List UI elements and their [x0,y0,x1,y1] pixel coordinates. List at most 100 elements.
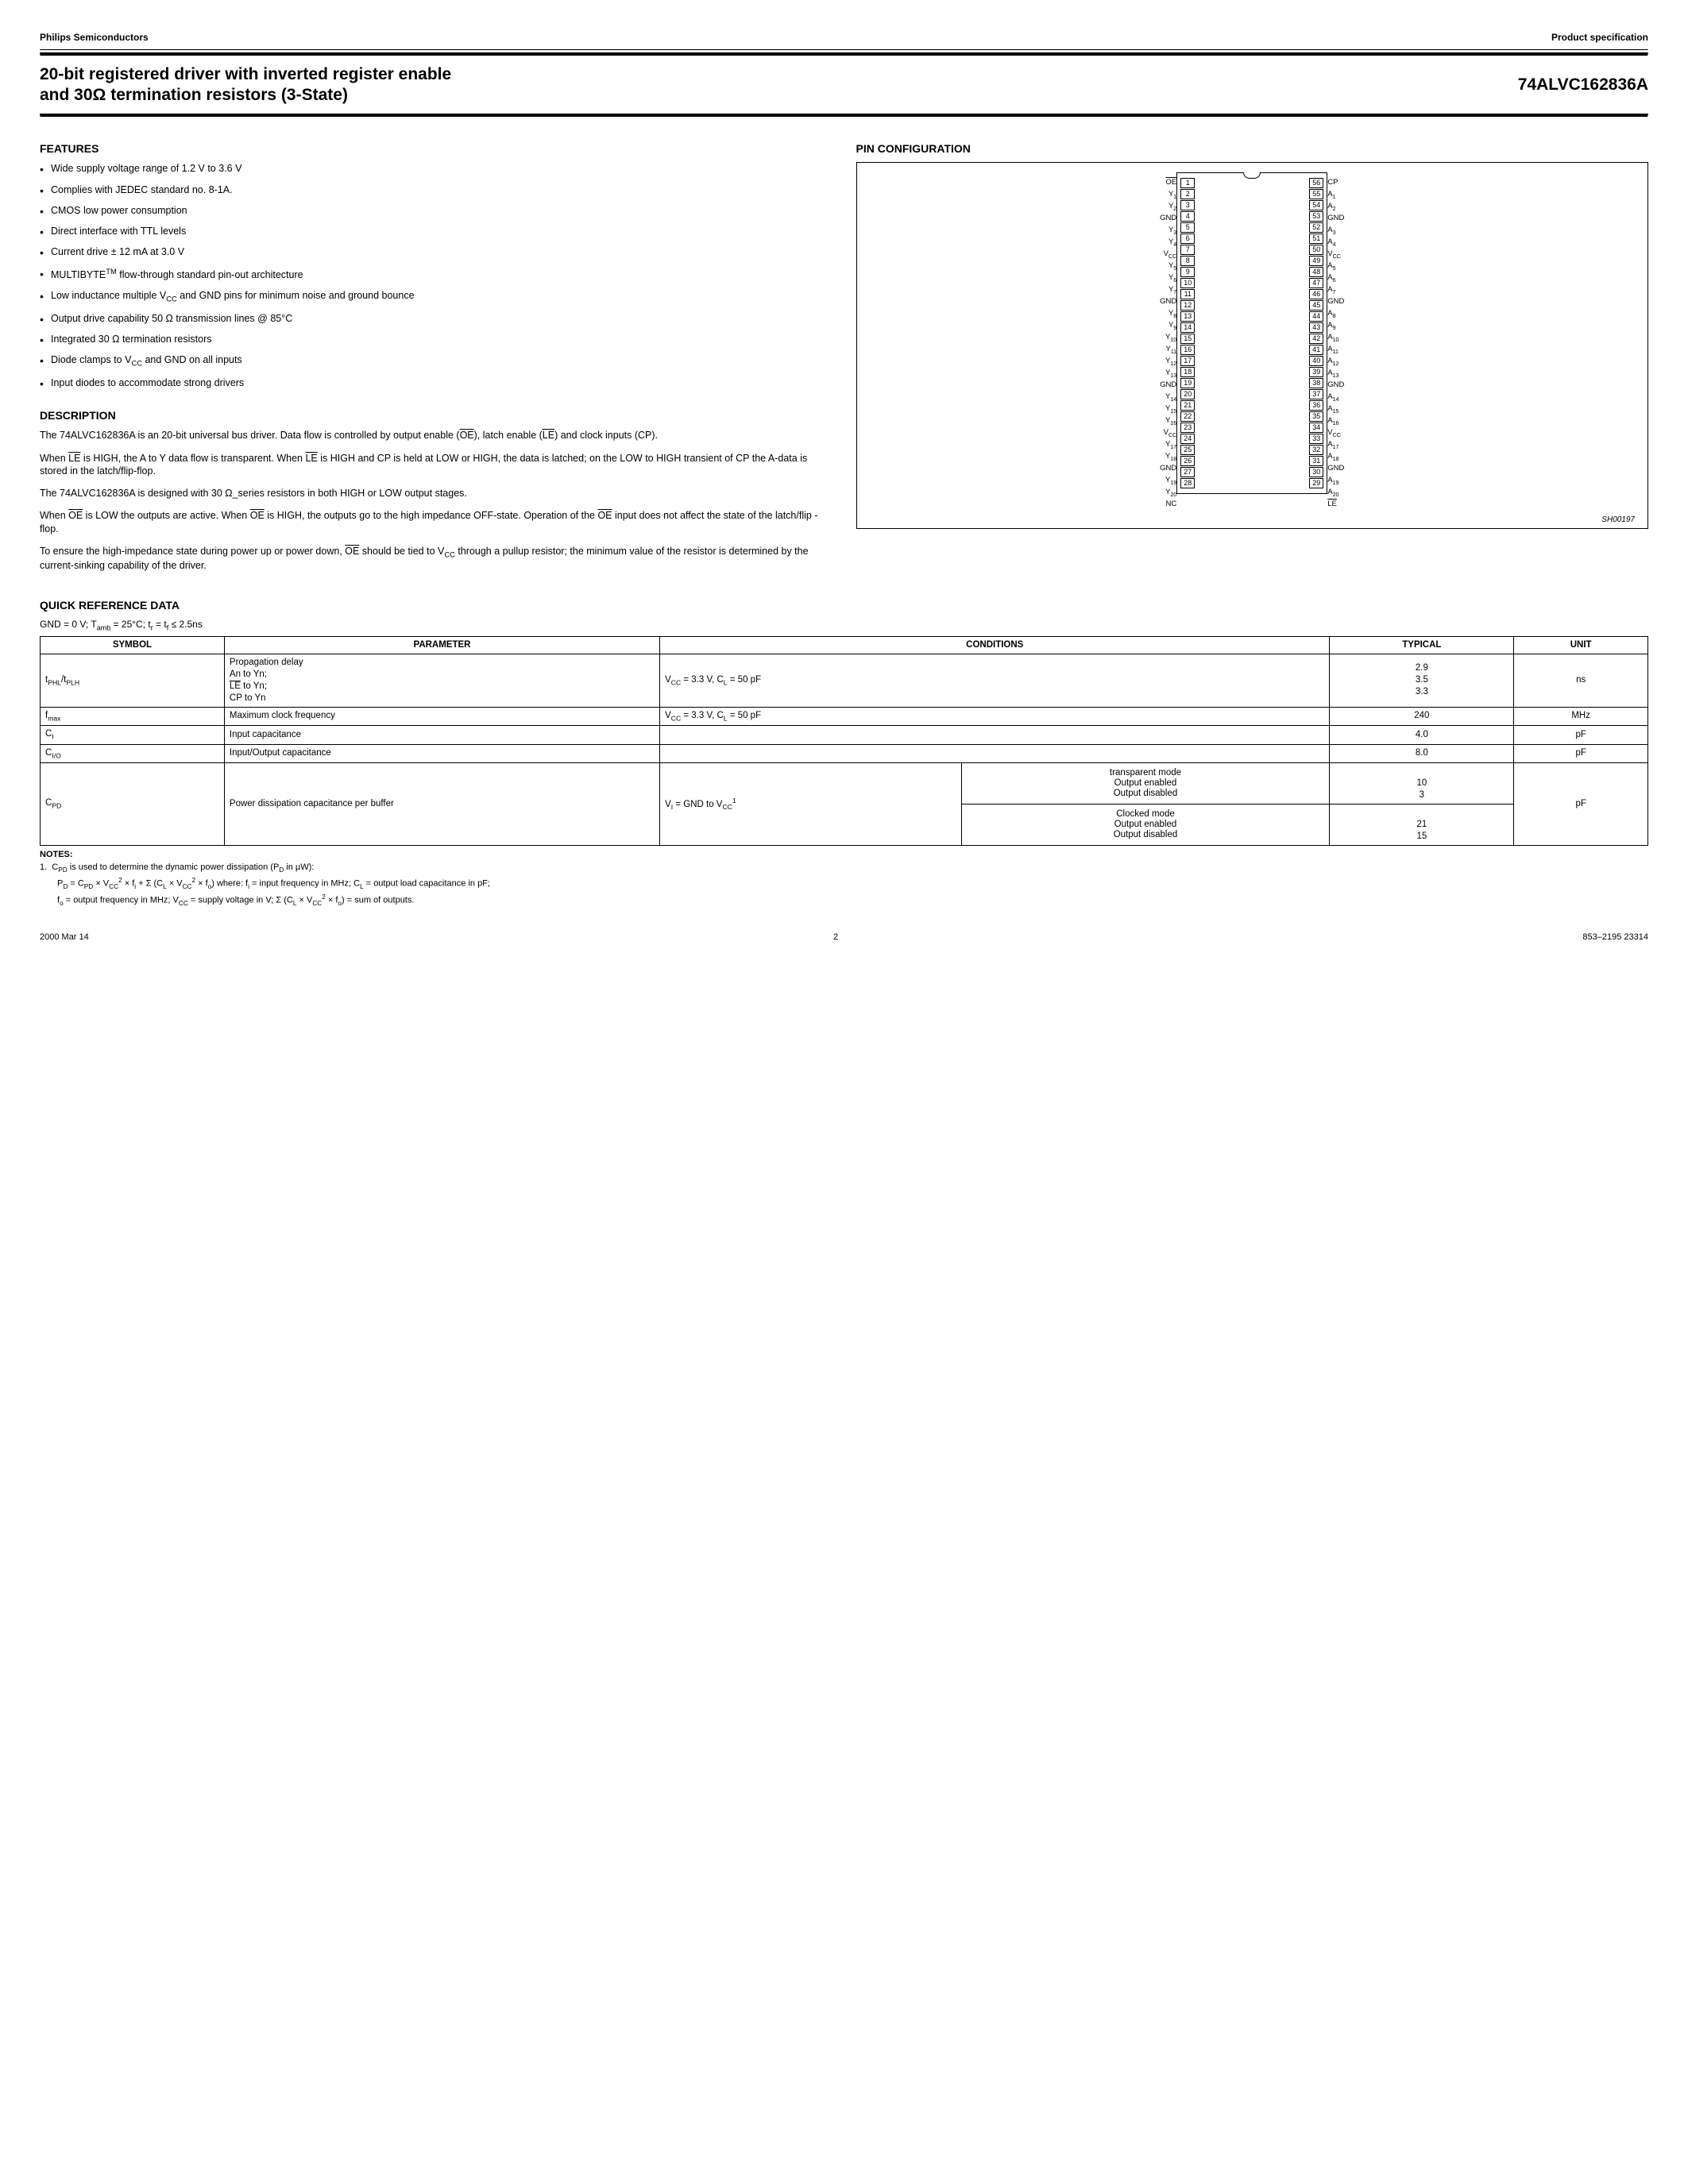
pin-number: 28 [1180,478,1195,488]
table-row: fmax Maximum clock frequency VCC = 3.3 V… [41,707,1648,726]
cell-cond [660,744,1330,763]
features-list: Wide supply voltage range of 1.2 V to 3.… [40,162,832,389]
pin-label: A4 [1327,237,1350,248]
pin-label: A3 [1327,225,1350,236]
pin-label: GND [1154,380,1176,391]
pin-label: A2 [1327,201,1350,212]
pin-label: Y17 [1154,439,1176,450]
th-cond: CONDITIONS [660,636,1330,654]
description-para: The 74ALVC162836A is an 20-bit universal… [40,429,832,442]
pin-label: GND [1327,213,1350,224]
pin-label: A13 [1327,368,1350,379]
pin-number: 14 [1180,322,1195,333]
pin-number: 53 [1309,211,1323,222]
qrd-section: QUICK REFERENCE DATA GND = 0 V; Tamb = 2… [40,598,1648,908]
title-line2: and 30Ω termination resistors (3-State) [40,86,348,104]
page-header: Philips Semiconductors Product specifica… [40,32,1648,44]
pin-number: 48 [1309,267,1323,277]
cell-symbol: CI [41,726,225,745]
feature-item: Wide supply voltage range of 1.2 V to 3.… [40,162,832,175]
table-row: CPD Power dissipation capacitance per bu… [41,763,1648,805]
pin-number: 32 [1309,445,1323,455]
pin-label: Y8 [1154,308,1176,319]
description-para: When LE is HIGH, the A to Y data flow is… [40,452,832,478]
cell-symbol: CI/O [41,744,225,763]
header-left: Philips Semiconductors [40,32,149,44]
feature-item: Output drive capability 50 Ω transmissio… [40,312,832,325]
pin-label: LE [1327,499,1350,510]
pin-number: 20 [1180,389,1195,399]
cell-cond: VI = GND to VCC1 [660,763,962,846]
pin-number: 19 [1180,378,1195,388]
table-row: CI Input capacitance 4.0 pF [41,726,1648,745]
pin-number: 45 [1309,300,1323,311]
title-block: 20-bit registered driver with inverted r… [40,56,1648,114]
footer-center: 2 [833,932,838,943]
header-right: Product specification [1551,32,1648,44]
pin-label: GND [1154,213,1176,224]
feature-item: Diode clamps to VCC and GND on all input… [40,353,832,369]
pin-label: A5 [1327,260,1350,272]
pin-number: 2 [1180,189,1195,199]
pin-label: A7 [1327,284,1350,295]
pin-label: A8 [1327,308,1350,319]
pin-label: A17 [1327,439,1350,450]
chip-body: 1234567891011121314151617181920212223242… [1176,172,1327,494]
pin-number: 13 [1180,311,1195,322]
pin-label: A16 [1327,415,1350,426]
pin-number: 12 [1180,300,1195,311]
cell-typ: 240 [1330,707,1514,726]
note-1b: PD = CPD × VCC2 × fi + Σ (CL × VCC2 × fo… [40,877,1648,892]
pin-label: A12 [1327,356,1350,367]
pin-number: 11 [1180,289,1195,299]
cell-unit: pF [1514,744,1648,763]
pin-label: A20 [1327,487,1350,498]
main-content: FEATURES Wide supply voltage range of 1.… [40,141,1648,582]
cell-param: Maximum clock frequency [224,707,659,726]
pin-number: 9 [1180,267,1195,277]
pin-label: OE [1154,177,1176,188]
cell-param: Propagation delayAn to Yn;LE to Yn;CP to… [224,654,659,707]
cell-typ: 2115 [1330,804,1514,845]
cell-unit: MHz [1514,707,1648,726]
pin-number: 16 [1180,345,1195,355]
cell-cond: VCC = 3.3 V, CL = 50 pF [660,707,1330,726]
qrd-table: SYMBOL PARAMETER CONDITIONS TYPICAL UNIT… [40,636,1648,846]
pin-label: Y18 [1154,451,1176,462]
pin-number: 7 [1180,245,1195,255]
features-heading: FEATURES [40,141,832,156]
cell-param: Input/Output capacitance [224,744,659,763]
right-pin-labels: CPA1A2GNDA3A4VCCA5A6A7GNDA8A9A10A11A12A1… [1327,172,1350,510]
pin-number: 1 [1180,178,1195,188]
pin-label: NC [1154,499,1176,510]
pin-number: 55 [1309,189,1323,199]
table-header-row: SYMBOL PARAMETER CONDITIONS TYPICAL UNIT [41,636,1648,654]
description-heading: DESCRIPTION [40,408,832,423]
pin-number: 3 [1180,200,1195,210]
cell-typ: 103 [1330,763,1514,805]
pin-label: Y13 [1154,368,1176,379]
th-typ: TYPICAL [1330,636,1514,654]
pin-number: 44 [1309,311,1323,322]
pin-label: GND [1327,463,1350,474]
description-para: To ensure the high-impedance state durin… [40,545,832,573]
pin-label: Y20 [1154,487,1176,498]
th-unit: UNIT [1514,636,1648,654]
cell-typ: 2.93.53.3 [1330,654,1514,707]
pin-label: A6 [1327,272,1350,284]
cell-typ: 4.0 [1330,726,1514,745]
pin-label: A9 [1327,320,1350,331]
feature-item: Integrated 30 Ω termination resistors [40,333,832,345]
pin-number: 36 [1309,400,1323,411]
pin-label: Y9 [1154,320,1176,331]
right-column: PIN CONFIGURATION OEY1Y2GNDY3Y4VCCY5Y6Y7… [856,141,1649,582]
notes-heading: NOTES: [40,849,1648,860]
pin-number: 6 [1180,233,1195,244]
pin-label: Y11 [1154,344,1176,355]
pin-number: 42 [1309,334,1323,344]
pin-number: 46 [1309,289,1323,299]
pin-number: 52 [1309,222,1323,233]
pin-label: Y7 [1154,284,1176,295]
cell-symbol: CPD [41,763,225,846]
qrd-heading: QUICK REFERENCE DATA [40,598,1648,612]
